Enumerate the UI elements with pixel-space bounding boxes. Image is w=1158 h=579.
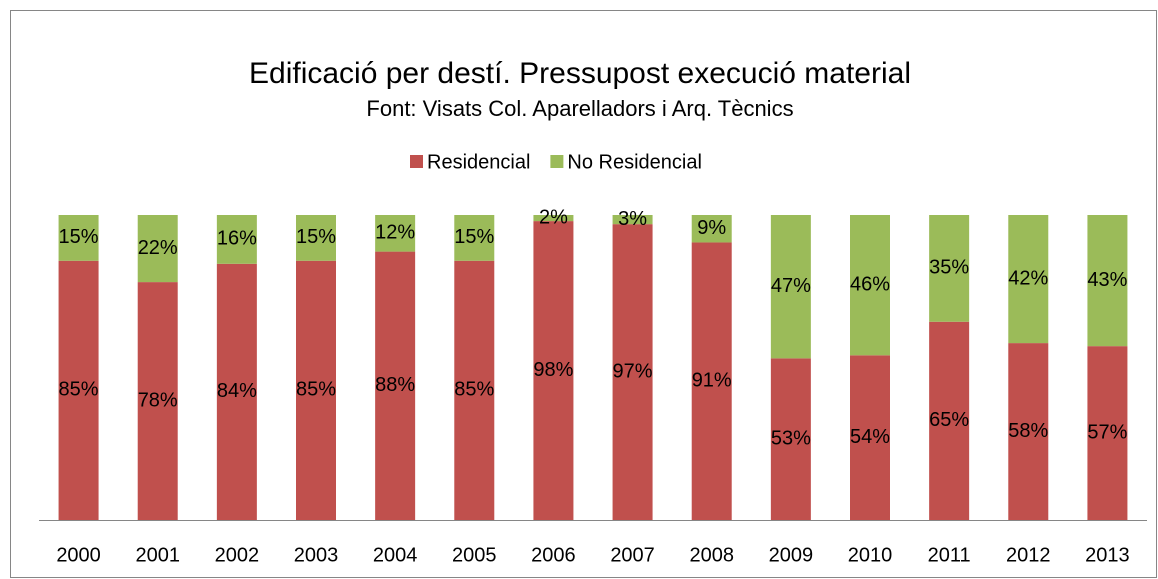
x-tick-label: 2007 — [610, 544, 655, 566]
data-label: 85% — [454, 379, 494, 401]
x-tick-label: 2010 — [848, 544, 893, 566]
bar-segment — [533, 215, 574, 222]
data-label: 2% — [539, 206, 568, 228]
x-tick-label: 2001 — [135, 544, 180, 566]
data-label: 54% — [850, 426, 890, 448]
bar-segment — [137, 282, 178, 520]
bar-segment — [1008, 215, 1049, 344]
bar-segment — [454, 260, 495, 520]
data-label: 91% — [692, 370, 732, 392]
x-tick-label: 2009 — [769, 544, 814, 566]
data-label: 78% — [138, 389, 178, 411]
bar-segment — [216, 263, 257, 520]
data-label: 43% — [1087, 269, 1127, 291]
data-label: 65% — [929, 409, 969, 431]
data-label: 85% — [296, 379, 336, 401]
data-label: 57% — [1087, 421, 1127, 443]
data-label: 84% — [217, 380, 257, 402]
data-label: 88% — [375, 374, 415, 396]
x-tick-label: 2011 — [928, 544, 971, 566]
x-tick-label: 2008 — [689, 544, 734, 566]
x-tick-label: 2002 — [215, 544, 260, 566]
bar-segment — [1008, 343, 1049, 520]
x-tick-label: 2004 — [373, 544, 418, 566]
data-label: 97% — [613, 360, 653, 382]
data-label: 42% — [1008, 267, 1048, 289]
bar-segment — [929, 321, 970, 520]
bar-segment — [454, 215, 495, 261]
bar-segment — [770, 358, 811, 520]
x-tick-label: 2006 — [531, 544, 576, 566]
data-label: 16% — [217, 228, 257, 250]
bar-segment — [58, 215, 99, 261]
bar-segment — [770, 215, 811, 359]
data-label: 46% — [850, 273, 890, 295]
bar-segment — [375, 215, 416, 252]
x-tick-label: 2013 — [1085, 544, 1130, 566]
bar-segment — [691, 242, 732, 520]
bar-segment — [375, 251, 416, 520]
bar-segment — [1087, 215, 1128, 347]
data-label: 3% — [618, 208, 647, 230]
bar-segment — [216, 215, 257, 264]
data-label: 15% — [296, 226, 336, 248]
bar-segment — [612, 215, 653, 225]
legend-label: Residencial — [427, 151, 530, 173]
data-label: 53% — [771, 427, 811, 449]
data-label: 15% — [59, 226, 99, 248]
data-label: 58% — [1008, 420, 1048, 442]
data-label: 85% — [59, 379, 99, 401]
bar-segment — [691, 215, 732, 243]
bar-segment — [612, 224, 653, 520]
x-tick-label: 2012 — [1006, 544, 1051, 566]
x-tick-label: 2000 — [56, 544, 101, 566]
bar-segment — [929, 215, 970, 322]
data-label: 9% — [697, 217, 726, 239]
legend-swatch — [410, 155, 423, 168]
x-tick-label: 2003 — [294, 544, 339, 566]
bar-segment — [533, 221, 574, 520]
data-label: 47% — [771, 275, 811, 297]
chart-title: Edificació per destí. Pressupost execuci… — [249, 57, 911, 90]
bar-segment — [58, 260, 99, 520]
data-label: 22% — [138, 237, 178, 259]
legend-label: No Residencial — [567, 151, 702, 173]
bar-segment — [850, 355, 890, 520]
data-label: 35% — [929, 257, 969, 279]
bar-segment — [296, 260, 336, 520]
x-tick-label: 2005 — [452, 544, 497, 566]
legend-swatch — [550, 155, 564, 168]
chart-subtitle: Font: Visats Col. Aparelladors i Arq. Tè… — [366, 96, 793, 121]
bar-segment — [850, 215, 890, 356]
bar-segment — [1087, 346, 1128, 520]
data-label: 12% — [375, 222, 415, 244]
data-label: 15% — [454, 226, 494, 248]
bar-segment — [137, 215, 178, 283]
data-label: 98% — [533, 359, 573, 381]
bar-segment — [296, 215, 336, 261]
